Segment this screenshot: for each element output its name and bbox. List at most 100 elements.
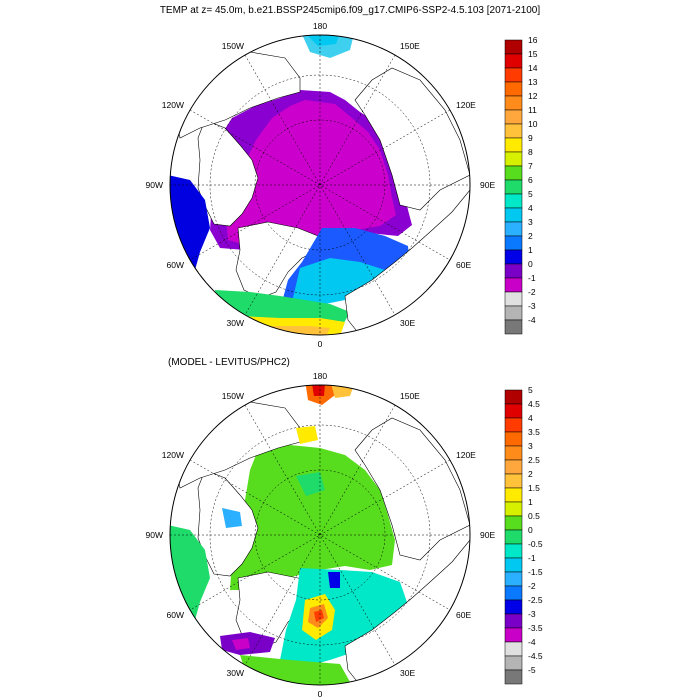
top-colorbar-swatch [504, 277, 523, 293]
top-colorbar-label: -4 [528, 315, 536, 325]
bottom-colorbar-swatch [504, 431, 523, 447]
top-colorbar-label: 13 [528, 77, 538, 87]
bot-barents-blue [328, 572, 340, 588]
top-label-150w: 150W [222, 41, 244, 51]
top-colorbar-swatch [504, 207, 523, 223]
bottom-map-labels: 180 150E 120E 90E 60E 30E 0 30W 60W 90W … [146, 371, 496, 699]
top-colorbar-swatch [504, 291, 523, 307]
bottom-colorbar-swatch [504, 571, 523, 587]
top-label-180: 180 [313, 21, 327, 31]
top-label-60w: 60W [167, 260, 184, 270]
top-colorbar-swatch [504, 67, 523, 83]
bottom-colorbar-swatch [504, 599, 523, 615]
top-map-labels: 180 150E 120E 90E 60E 30E 0 30W 60W 90W … [146, 21, 496, 349]
bot-label-30w: 30W [227, 668, 244, 678]
bottom-colorbar-label: 0.5 [528, 511, 540, 521]
bottom-colorbar-label: 1 [528, 497, 533, 507]
bot-central-lightgreen [296, 472, 325, 496]
bottom-colorbar-swatch [504, 459, 523, 475]
top-colorbar-label: 15 [528, 49, 538, 59]
bot-label-120w: 120W [162, 450, 184, 460]
bottom-colorbar-swatch [504, 543, 523, 559]
bot-siberia [354, 417, 470, 561]
bot-nordic-hot [314, 610, 324, 622]
top-atlantic-orange [270, 326, 330, 335]
top-label-120w: 120W [162, 100, 184, 110]
bottom-colorbar-label: -0.5 [528, 539, 543, 549]
bottom-colorbar-swatch [504, 627, 523, 643]
top-label-60e: 60E [456, 260, 471, 270]
bot-label-180: 180 [313, 371, 327, 381]
bottom-colorbar-swatch [504, 389, 523, 405]
bottom-colorbar-swatch [504, 585, 523, 601]
top-colorbar-label: 4 [528, 203, 533, 213]
bottom-colorbar-swatch [504, 417, 523, 433]
top-colorbar-swatch [504, 151, 523, 167]
top-colorbar-swatch [504, 179, 523, 195]
bottom-colorbar: 5 4.5 4 3.5 3 2.5 2 1.5 1 0.5 0 -0.5 -1 -1.5 -2 -2.5 -3 -… [504, 385, 543, 685]
bottom-colorbar-swatch [504, 529, 523, 545]
top-label-90e: 90E [480, 180, 495, 190]
top-colorbar-label: 11 [528, 105, 537, 115]
top-colorbar-swatch [504, 193, 523, 209]
bottom-colorbar-swatch [504, 487, 523, 503]
bottom-colorbar-label: 4.5 [528, 399, 540, 409]
top-colorbar-swatch [504, 109, 523, 125]
bottom-colorbar-label: 0 [528, 525, 533, 535]
top-colorbar-label: 3 [528, 217, 533, 227]
bottom-colorbar-label: -3.5 [528, 623, 543, 633]
top-colorbar-label: 16 [528, 35, 538, 45]
bot-label-150w: 150W [222, 391, 244, 401]
bot-grid [170, 385, 470, 685]
top-colorbar-swatch [504, 263, 523, 279]
bottom-colorbar-swatch [504, 515, 523, 531]
top-central-basin [226, 100, 396, 250]
top-grid [170, 35, 470, 335]
bottom-colorbar-swatch [504, 501, 523, 517]
bottom-colorbar-swatch [504, 655, 523, 671]
bot-nordic-seas [280, 568, 408, 668]
bottom-colorbar-swatch [504, 557, 523, 573]
top-label-30e: 30E [400, 318, 415, 328]
top-colorbar-swatch [504, 81, 523, 97]
bot-chukchi-yellow [296, 426, 318, 444]
top-colorbar-label: 7 [528, 161, 533, 171]
top-colorbar-label: 12 [528, 91, 538, 101]
bottom-colorbar-label: -3 [528, 609, 536, 619]
bottom-colorbar-label: -1 [528, 553, 536, 563]
bot-label-30e: 30E [400, 668, 415, 678]
top-label-150e: 150E [400, 41, 420, 51]
bot-bering-yellow [330, 385, 355, 398]
bot-label-120e: 120E [456, 450, 476, 460]
top-colorbar-swatch [504, 123, 523, 139]
bottom-colorbar-swatch [504, 445, 523, 461]
bottom-colorbar-label: 5 [528, 385, 533, 395]
top-colorbar-label: 0 [528, 259, 533, 269]
top-label-90w: 90W [146, 180, 163, 190]
bot-label-0: 0 [318, 689, 323, 699]
top-colorbar-swatch [504, 95, 523, 111]
bot-label-150e: 150E [400, 391, 420, 401]
top-map [169, 34, 471, 336]
top-colorbar-swatch [504, 137, 523, 153]
difference-subtitle: (MODEL - LEVITUS/PHC2) [168, 357, 290, 368]
bottom-colorbar-label: -5 [528, 665, 536, 675]
bottom-colorbar-label: -4 [528, 637, 536, 647]
top-colorbar-swatch [504, 165, 523, 181]
bot-label-90e: 90E [480, 530, 495, 540]
top-colorbar-label: 2 [528, 231, 533, 241]
top-label-120e: 120E [456, 100, 476, 110]
top-colorbar-swatch [504, 53, 523, 69]
bottom-colorbar-label: 1.5 [528, 483, 540, 493]
bottom-colorbar-swatch [504, 613, 523, 629]
bottom-colorbar-swatch [504, 641, 523, 657]
top-colorbar-label: 5 [528, 189, 533, 199]
top-colorbar-swatch [504, 305, 523, 321]
bot-label-60e: 60E [456, 610, 471, 620]
bot-bering-red [312, 385, 325, 396]
bottom-colorbar-swatch [504, 669, 523, 685]
top-colorbar-swatch [504, 249, 523, 265]
top-colorbar-label: 10 [528, 119, 538, 129]
figure-title: TEMP at z= 45.0m, b.e21.BSSP245cmip6.f09… [160, 5, 541, 16]
